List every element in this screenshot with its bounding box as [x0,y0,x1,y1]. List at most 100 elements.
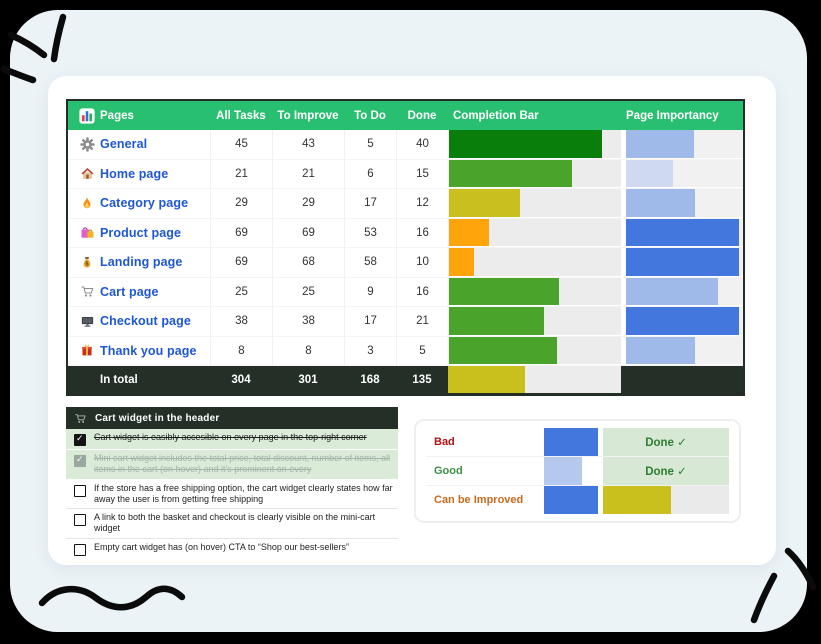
checklist-item-text: Mini cart widget includes the total pric… [94,453,391,475]
column-header-to-improve: To Improve [277,109,339,122]
completion-bar-track [449,159,621,187]
checklist-header: Cart widget in the header [66,407,398,429]
total-all-tasks: 304 [231,374,251,386]
cell-done: 21 [396,307,448,337]
checkbox-unchecked[interactable] [74,514,86,526]
money-bag-icon: $ [74,255,100,270]
legend-label-bad: Bad [434,436,455,448]
cell-all-tasks: 45 [210,130,272,160]
checkbox-checked[interactable] [74,433,86,446]
importancy-bar-fill [626,307,740,335]
completion-bar-track [449,277,621,305]
page-link-cart[interactable]: Cart page [100,284,159,299]
checklist-item: If the store has a free shipping option,… [66,479,398,509]
cell-all-tasks: 8 [210,336,272,366]
desktop-computer-icon [74,314,100,329]
checklist-item-text: If the store has a free shipping option,… [94,482,393,504]
cell-to-do: 5 [344,130,396,160]
shopping-bags-icon [74,225,100,240]
legend-row-can-be-improved: Can be Improved [426,486,729,514]
completion-bar-fill [449,307,545,335]
cell-to-do: 9 [344,277,396,307]
importancy-bar-fill [626,218,740,246]
page-link-home[interactable]: Home page [100,166,169,181]
total-label: In total [100,374,138,386]
page-link-general[interactable]: General [100,137,148,152]
legend-label-good: Good [434,465,463,477]
table-row-thank-you-page: Thank you page 8 8 3 5 [68,336,743,366]
content-card: Pages All Tasks To Improve To Do Done Co… [48,76,776,565]
table-row-in-total: In total 304 301 168 135 [68,366,743,394]
checklist-item: Mini cart widget includes the total pric… [66,450,398,479]
cell-done: 5 [396,336,448,366]
checklist-item-text: A link to both the basket and checkout i… [94,512,376,534]
bar-chart-icon [74,107,100,124]
importancy-bar-fill [626,248,740,276]
checkbox-unchecked[interactable] [74,543,86,556]
table-row-landing-page: $ Landing page 69 68 58 10 [68,248,743,278]
cell-done: 16 [396,277,448,307]
total-importancy-cell [621,366,743,394]
column-header-completion-bar: Completion Bar [453,109,539,122]
legend-row-bad: Bad Done ✓ [426,428,729,457]
completion-bar-track [449,336,621,364]
cell-all-tasks: 25 [210,277,272,307]
importancy-bar-fill [626,277,719,305]
completion-bar-fill [449,277,560,305]
table-row-general: General 45 43 5 40 [68,130,743,160]
completion-bar-fill [449,218,489,246]
table-row-cart-page: Cart page 25 25 9 16 [68,277,743,307]
importancy-bar-fill [626,336,696,364]
shopping-cart-icon [74,284,100,299]
legend-label-can-be-improved: Can be Improved [434,494,524,506]
total-done: 135 [412,374,432,386]
page-link-landing[interactable]: Landing page [100,255,183,270]
checklist-title: Cart widget in the header [95,412,220,424]
importancy-bar-fill [626,130,694,158]
cell-to-improve: 43 [272,130,344,160]
checklist-item: Cart widget is easibly accesible on ever… [66,429,398,449]
total-completion-bar-fill [448,366,525,393]
cell-done: 10 [396,248,448,278]
gear-icon [74,137,100,152]
page-link-product[interactable]: Product page [100,225,182,240]
gift-icon [74,343,100,358]
page-link-thank-you[interactable]: Thank you page [100,343,197,358]
checkbox-checked-disabled[interactable] [74,454,86,467]
cell-done: 16 [396,218,448,248]
cell-to-improve: 68 [272,248,344,278]
house-icon [74,166,100,181]
completion-bar-track [449,130,621,158]
total-to-improve: 301 [298,374,318,386]
cell-to-do: 58 [344,248,396,278]
total-to-do: 168 [360,374,380,386]
cell-to-improve: 29 [272,189,344,219]
svg-text:$: $ [85,260,89,267]
legend-status-progress [603,486,729,514]
cell-to-improve: 38 [272,307,344,337]
table-row-product-page: Product page 69 69 53 16 [68,218,743,248]
page-link-checkout[interactable]: Checkout page [100,314,191,329]
page-link-category[interactable]: Category page [100,196,189,211]
cell-all-tasks: 21 [210,159,272,189]
table-header-row: Pages All Tasks To Improve To Do Done Co… [68,101,743,130]
cell-all-tasks: 69 [210,218,272,248]
cell-to-improve: 21 [272,159,344,189]
importancy-bar-track [626,218,743,246]
cell-all-tasks: 69 [210,248,272,278]
completion-bar-fill [449,336,557,364]
column-header-page-importancy: Page Importancy [626,109,719,122]
cell-to-improve: 25 [272,277,344,307]
completion-bar-fill [449,130,602,158]
column-header-pages: Pages [100,109,134,122]
checkbox-unchecked[interactable] [74,484,86,497]
table-row-category-page: Category page 29 29 17 12 [68,189,743,219]
checklist-item: Empty cart widget has (on hover) CTA to … [66,538,398,559]
completion-bar-fill [449,159,572,187]
total-completion-bar-track [448,366,621,393]
cart-widget-checklist: Cart widget in the header Cart widget is… [66,407,398,559]
legend-row-good: Good Done ✓ [426,457,729,486]
importancy-bar-track [626,307,743,335]
importancy-bar-track [626,277,743,305]
importancy-bar-track [626,248,743,276]
